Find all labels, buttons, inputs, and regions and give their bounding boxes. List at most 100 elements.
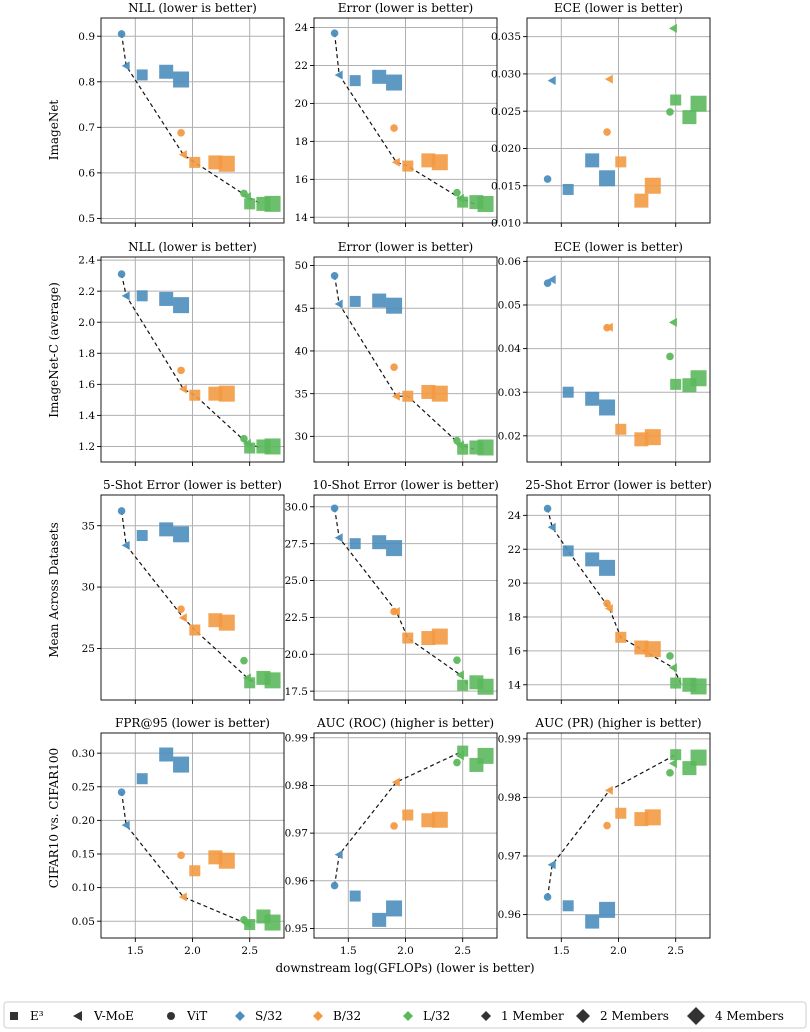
y-tick-label: 25.0: [285, 575, 308, 587]
e3-marker-l32: [477, 678, 494, 695]
e3-marker-b32: [634, 193, 649, 208]
vmoe-marker-b32: [391, 777, 400, 787]
y-tick-label: 25: [82, 643, 95, 655]
e3-marker-l32: [264, 195, 281, 212]
e3-marker-s32: [136, 69, 148, 81]
e3-marker-b32: [218, 852, 235, 869]
y-tick-label: 45: [295, 303, 308, 315]
y-tick-label: 1.4: [78, 410, 95, 422]
vit-marker-b32: [603, 821, 611, 830]
e3-marker-b32: [431, 385, 448, 402]
vit-marker-s32: [117, 788, 126, 796]
panel-6: ECE (lower is better) 0.02 0.03 0.04 0.05 0.0…: [498, 240, 711, 466]
e3-marker-b32: [189, 624, 201, 636]
row-label-imagenet-c: ImageNet-C (average): [47, 282, 61, 418]
y-tick-label: 30: [82, 582, 95, 594]
vit-marker-s32: [117, 507, 126, 515]
panel-5: Error (lower is better) 30 35 40 45 50: [295, 240, 498, 466]
panel-title: 10-Shot Error (lower is better): [312, 478, 499, 492]
panel-11: AUC (ROC) (higher is better) 0.95 0.96 0.97…: [285, 716, 498, 957]
vit-marker-l32: [240, 656, 248, 665]
e3-marker-b32: [402, 390, 414, 402]
vmoe-marker-b32: [391, 157, 400, 167]
y-tick-label: 22.5: [285, 612, 308, 624]
y-tick-label: 0.020: [491, 143, 521, 155]
frontier-line: [547, 508, 682, 686]
vmoe-marker-l32: [455, 670, 464, 680]
legend-label: E³: [30, 1009, 44, 1023]
y-tick-label: 50: [295, 260, 308, 272]
panel-title: NLL (lower is better): [128, 1, 257, 15]
vmoe-marker-b32: [178, 613, 187, 623]
e3-marker-s32: [372, 293, 387, 308]
y-tick-label: 0.96: [498, 909, 522, 921]
e3-marker-b32: [615, 631, 627, 643]
frontier-line: [334, 275, 475, 450]
vmoe-marker-b32: [391, 607, 400, 617]
y-tick-label: 40: [295, 346, 308, 358]
y-tick-label: 16: [295, 174, 309, 186]
frontier-line: [121, 510, 256, 684]
legend-label: B/32: [333, 1009, 361, 1023]
panel-2: Error (lower is better) 14 16 18 20 22 24: [295, 1, 498, 227]
row-labels: ImageNet ImageNet-C (average) Mean Acros…: [47, 100, 61, 889]
legend-label: 2 Members: [600, 1009, 669, 1023]
legend-label: S/32: [255, 1009, 283, 1023]
legend-label: L/32: [423, 1009, 450, 1023]
y-tick-label: 0.6: [78, 167, 95, 179]
vit-marker-l32: [666, 108, 674, 116]
vmoe-marker-s32: [334, 850, 343, 860]
y-tick-label: 2.2: [78, 286, 95, 298]
e3-marker-s32: [599, 399, 616, 416]
frontier-line: [334, 33, 475, 205]
y-tick-label: 0.015: [491, 180, 521, 192]
x-tick-label: 2.5: [667, 945, 684, 957]
e3-marker-s32: [136, 773, 148, 785]
vit-marker-s32: [117, 30, 126, 38]
e3-marker-l32: [670, 94, 682, 106]
e3-marker-s32: [386, 900, 403, 917]
e3-marker-b32: [644, 177, 661, 194]
y-tick-label: 0.010: [491, 218, 521, 230]
e3-marker-b32: [189, 156, 201, 168]
x-tick-label: 2.5: [454, 945, 471, 957]
e3-marker-b32: [644, 641, 661, 658]
e3-marker-b32: [218, 385, 235, 402]
legend-item-7: 2 Members: [576, 1009, 669, 1023]
legend-label: 1 Member: [501, 1009, 564, 1023]
y-tick-label: 1.8: [78, 348, 95, 360]
legend-circle-marker: [167, 1012, 175, 1020]
panel-3: ECE (lower is better) 0.010 0.015 0.020 0.02…: [491, 1, 711, 230]
vit-marker-l32: [453, 656, 461, 664]
panel-title: 25-Shot Error (lower is better): [525, 478, 712, 492]
vmoe-marker-l32: [455, 751, 464, 761]
e3-marker-s32: [386, 297, 403, 314]
legend-item-4: B/32: [313, 1009, 361, 1023]
y-tick-label: 0.99: [498, 733, 521, 745]
panel-title: Error (lower is better): [338, 240, 473, 254]
e3-marker-b32: [431, 628, 448, 645]
e3-marker-s32: [173, 71, 190, 88]
e3-marker-b32: [431, 154, 448, 171]
legend-diamond-marker: [313, 1011, 323, 1021]
e3-marker-l32: [457, 443, 469, 455]
y-tick-label: 0.04: [498, 343, 522, 355]
y-tick-label: 0.8: [78, 76, 95, 88]
y-tick-label: 0.10: [72, 882, 95, 894]
vit-marker-b32: [177, 605, 185, 613]
legend-item-2: ViT: [167, 1009, 207, 1023]
e3-marker-l32: [477, 747, 494, 764]
vit-marker-l32: [453, 436, 461, 445]
e3-marker-s32: [562, 386, 574, 398]
e3-marker-l32: [690, 749, 707, 766]
e3-marker-b32: [644, 429, 661, 446]
e3-marker-s32: [386, 540, 403, 557]
vit-marker-l32: [240, 916, 248, 924]
e3-marker-s32: [349, 295, 361, 307]
e3-marker-l32: [670, 677, 682, 689]
x-axis-label: downstream log(GFLOPs) (lower is better): [275, 961, 534, 975]
legend-label: V-MoE: [93, 1009, 134, 1023]
e3-marker-s32: [159, 291, 174, 306]
e3-marker-b32: [189, 865, 201, 877]
y-tick-label: 20: [295, 98, 308, 110]
